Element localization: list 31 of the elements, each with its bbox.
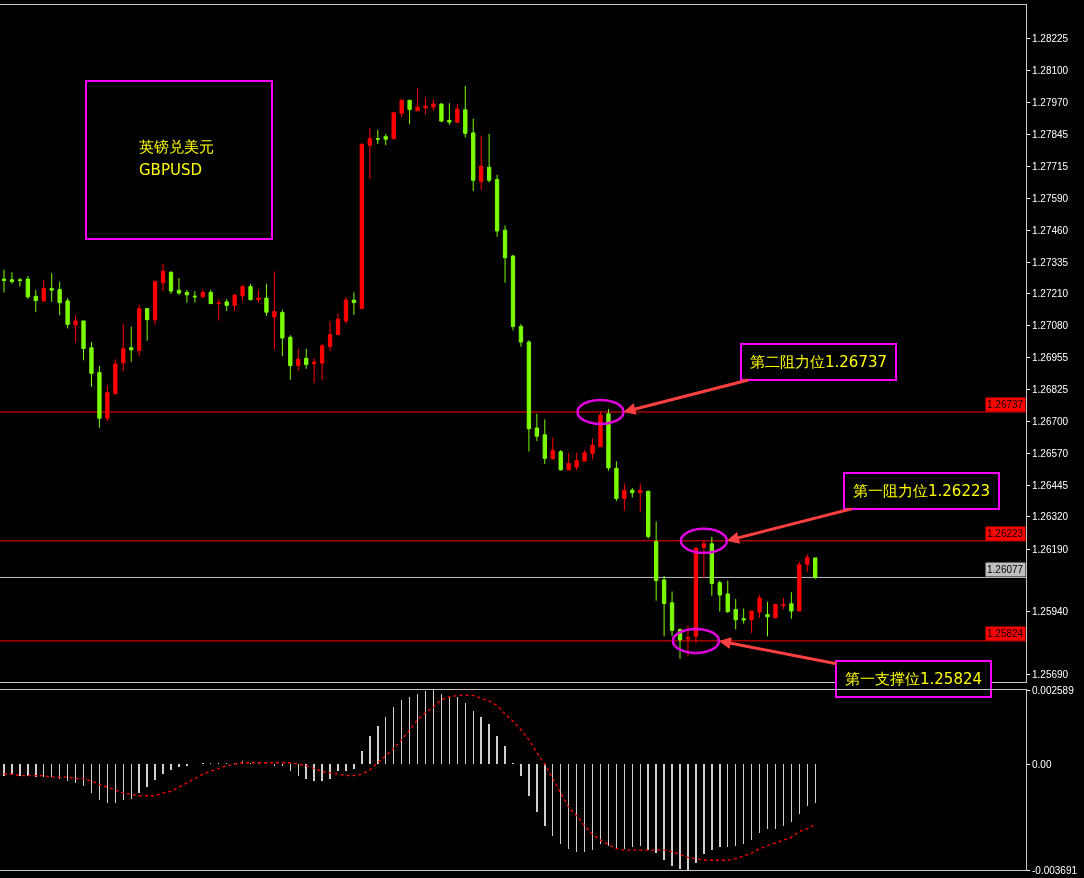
y-tick-label: 1.27715	[1032, 161, 1069, 173]
text: 英镑兑美元	[139, 138, 214, 156]
y-tick-label: 1.28225	[1032, 33, 1069, 45]
y-tick-label: 1.26700	[1032, 415, 1069, 427]
y-tick-label: 1.27970	[1032, 97, 1069, 109]
y-tick-label: 1.26570	[1032, 448, 1069, 460]
y-tick-label: 1.26320	[1032, 511, 1069, 523]
ref-line-label: 1.26223	[987, 528, 1024, 539]
annotation: 第二阻力位1.26737	[750, 353, 888, 371]
y-tick-label: 1.25940	[1032, 606, 1069, 618]
annotation: 第一支撑位1.25824	[845, 670, 983, 688]
y-tick-label: 1.26190	[1032, 543, 1069, 555]
y-tick-label: 1.26825	[1032, 384, 1069, 396]
y-tick-label: 1.26445	[1032, 479, 1069, 491]
annotation: 第一阻力位1.26223	[853, 482, 991, 500]
y-tick-label: 1.28100	[1032, 64, 1069, 76]
y-tick-label: 1.27335	[1032, 256, 1069, 268]
y-tick-label: 1.27210	[1032, 287, 1069, 299]
y-tick-label: 1.27845	[1032, 128, 1069, 140]
y-tick-label: -0.003691	[1032, 864, 1078, 876]
ref-line-label: 1.26737	[987, 399, 1024, 410]
y-tick-label: 0.00	[1032, 758, 1052, 770]
ref-line-label: 1.26077	[987, 564, 1024, 575]
y-tick-label: 1.27460	[1032, 225, 1069, 237]
ref-line-label: 1.25824	[987, 628, 1024, 639]
y-tick-label: 1.25690	[1032, 668, 1069, 680]
text: GBPUSD	[139, 161, 203, 179]
y-tick-label: 1.27590	[1032, 192, 1069, 204]
y-tick-label: 0.002589	[1032, 684, 1075, 696]
y-tick-label: 1.26955	[1032, 351, 1069, 363]
y-tick-label: 1.27080	[1032, 320, 1069, 332]
